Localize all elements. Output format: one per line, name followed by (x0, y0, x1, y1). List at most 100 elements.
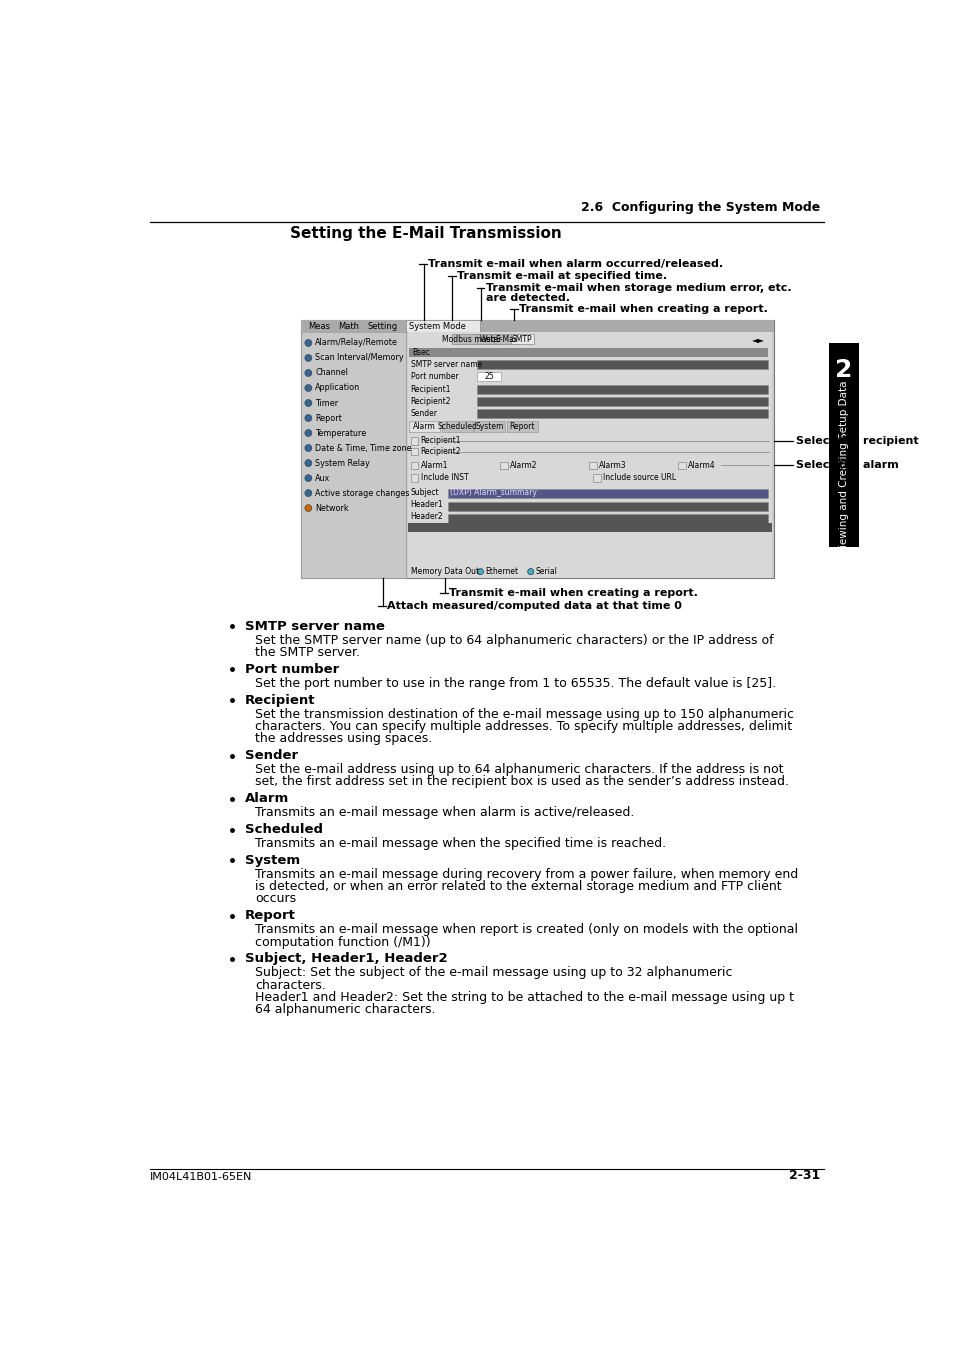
Text: Application: Application (315, 383, 360, 393)
Text: System Relay: System Relay (315, 459, 370, 467)
Text: Date & Time, Time zone: Date & Time, Time zone (315, 444, 412, 452)
Bar (476, 333, 498, 344)
Bar (447, 489, 767, 498)
Text: Transmit e-mail at specified time.: Transmit e-mail at specified time. (456, 271, 666, 281)
Bar (476, 397, 767, 406)
Circle shape (476, 568, 483, 575)
Circle shape (305, 355, 312, 362)
Bar (410, 462, 418, 470)
Bar (476, 373, 500, 382)
Bar (494, 333, 517, 344)
Circle shape (305, 459, 312, 467)
Text: Recipient1: Recipient1 (410, 385, 451, 394)
Text: Bsec: Bsec (412, 348, 430, 356)
Text: Meas: Meas (308, 321, 330, 331)
Text: 2.6  Configuring the System Mode: 2.6 Configuring the System Mode (580, 201, 820, 215)
Circle shape (305, 505, 312, 512)
Text: Port number: Port number (410, 373, 457, 381)
Text: E-Mai: E-Mai (495, 335, 516, 344)
Text: Transmit e-mail when storage medium error, etc.: Transmit e-mail when storage medium erro… (485, 282, 791, 293)
Text: Setting the E-Mail Transmission: Setting the E-Mail Transmission (290, 227, 561, 242)
Text: Sender: Sender (245, 749, 297, 763)
Bar (476, 360, 767, 369)
Circle shape (305, 444, 312, 451)
Text: Scheduled: Scheduled (245, 824, 322, 836)
Text: System: System (245, 855, 299, 867)
Circle shape (305, 385, 312, 391)
Text: Timer: Timer (315, 398, 338, 408)
Circle shape (305, 490, 312, 497)
Text: Set the e-mail address using up to 64 alphanumeric characters. If the address is: Set the e-mail address using up to 64 al… (254, 763, 782, 776)
Text: Scan Interval/Memory: Scan Interval/Memory (315, 354, 403, 362)
Bar (410, 474, 418, 482)
Text: Report: Report (315, 413, 342, 423)
Text: Header1: Header1 (410, 500, 443, 509)
Text: Web: Web (479, 335, 496, 344)
Text: Alarm3: Alarm3 (598, 460, 626, 470)
Text: IM04L41B01-65EN: IM04L41B01-65EN (150, 1172, 253, 1183)
Text: Transmits an e-mail message when alarm is active/released.: Transmits an e-mail message when alarm i… (254, 806, 634, 819)
Bar (592, 474, 599, 482)
Text: Subject: Subject (410, 487, 438, 497)
Text: (DXP) Alarm_summary: (DXP) Alarm_summary (450, 487, 537, 497)
Bar (410, 437, 418, 444)
Bar (407, 332, 771, 578)
Text: Alarm: Alarm (245, 792, 289, 806)
Text: 2: 2 (834, 358, 852, 382)
Text: Channel: Channel (315, 369, 348, 378)
Text: Recipient2: Recipient2 (420, 447, 460, 456)
Text: Report: Report (245, 910, 295, 922)
Text: Network: Network (315, 504, 349, 513)
Text: Viewing and Creating Setup Data: Viewing and Creating Setup Data (838, 381, 848, 555)
Text: Transmits an e-mail message when report is created (only on models with the opti: Transmits an e-mail message when report … (254, 923, 797, 936)
Text: 2-31: 2-31 (788, 1169, 820, 1183)
Bar (409, 421, 439, 432)
Circle shape (305, 429, 312, 436)
Text: Subject: Set the subject of the e-mail message using up to 32 alphanumeric: Subject: Set the subject of the e-mail m… (254, 967, 732, 979)
Text: 64 alphanumeric characters.: 64 alphanumeric characters. (254, 1003, 435, 1017)
Bar (499, 462, 507, 470)
Bar (301, 332, 406, 578)
Text: occurs: occurs (254, 892, 295, 906)
Bar (406, 320, 479, 332)
Text: Active storage changes: Active storage changes (315, 489, 410, 498)
Text: SMTP server name: SMTP server name (245, 620, 384, 633)
Text: characters.: characters. (254, 979, 325, 992)
Text: Aux: Aux (315, 474, 331, 482)
Text: Setting: Setting (367, 321, 397, 331)
Bar (301, 320, 773, 578)
Text: Math: Math (337, 321, 358, 331)
Text: is detected, or when an error related to the external storage medium and FTP cli: is detected, or when an error related to… (254, 880, 781, 894)
Text: Set the transmission destination of the e-mail message using up to 150 alphanume: Set the transmission destination of the … (254, 707, 793, 721)
Text: Alarm4: Alarm4 (687, 460, 715, 470)
Bar (301, 320, 773, 332)
Bar (476, 409, 767, 418)
Circle shape (305, 370, 312, 377)
Bar (828, 343, 858, 547)
Bar (510, 333, 534, 344)
Text: Transmit e-mail when creating a report.: Transmit e-mail when creating a report. (449, 589, 698, 598)
Text: Set the port number to use in the range from 1 to 65535. The default value is [2: Set the port number to use in the range … (254, 676, 775, 690)
Bar (447, 514, 767, 524)
Text: Transmits an e-mail message when the specified time is reached.: Transmits an e-mail message when the spe… (254, 837, 665, 850)
Text: SMTP server name: SMTP server name (410, 360, 481, 369)
Text: characters. You can specify multiple addresses. To specify multiple addresses, d: characters. You can specify multiple add… (254, 720, 791, 733)
Text: Recipient: Recipient (245, 694, 315, 707)
Text: Include source URL: Include source URL (602, 474, 676, 482)
Circle shape (305, 414, 312, 421)
Circle shape (305, 339, 312, 347)
Text: the addresses using spaces.: the addresses using spaces. (254, 732, 432, 745)
Bar (441, 421, 472, 432)
Text: Alarm2: Alarm2 (509, 460, 537, 470)
Text: set, the first address set in the recipient box is used as the sender’s address : set, the first address set in the recipi… (254, 775, 788, 788)
Text: computation function (/M1)): computation function (/M1)) (254, 936, 430, 949)
Text: Transmit e-mail when creating a report.: Transmit e-mail when creating a report. (518, 304, 767, 315)
Text: Subject, Header1, Header2: Subject, Header1, Header2 (245, 953, 447, 965)
Text: Include INST: Include INST (420, 474, 468, 482)
Bar (506, 421, 537, 432)
Text: ◄►: ◄► (751, 335, 764, 344)
Text: Transmit e-mail when alarm occurred/released.: Transmit e-mail when alarm occurred/rele… (428, 259, 722, 270)
Text: Sender: Sender (410, 409, 437, 418)
Circle shape (527, 568, 534, 575)
Text: Alarm1: Alarm1 (420, 460, 448, 470)
